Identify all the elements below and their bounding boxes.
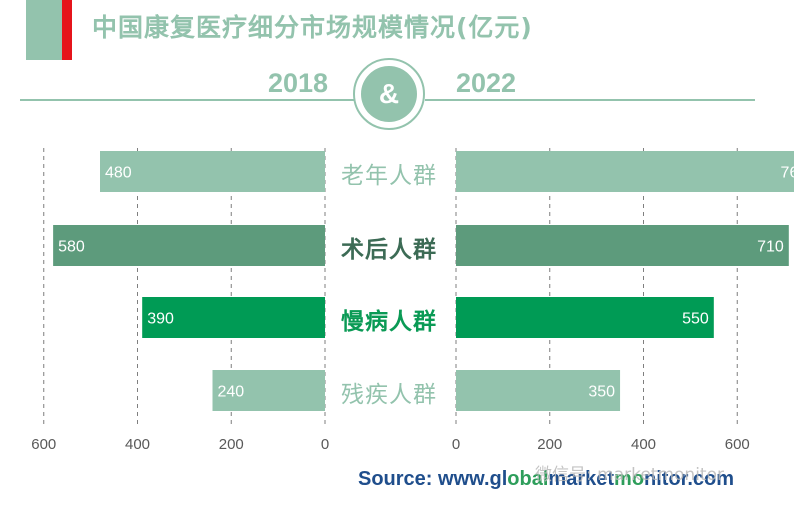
source-part-5: nitor.com	[644, 468, 735, 490]
bar-2018-2	[142, 297, 325, 338]
bar-2022-0	[456, 151, 794, 192]
data-label-2018-0: 480	[105, 165, 132, 182]
bar-2018-1	[53, 225, 325, 266]
tick-label-left-400: 400	[125, 436, 150, 453]
title-accent-bar	[62, 0, 72, 60]
tick-label-right-0: 0	[452, 436, 460, 453]
source-part-2: obal	[507, 468, 549, 490]
bar-2022-2	[456, 297, 714, 338]
category-label-3: 残疾人群	[341, 382, 437, 408]
wechat-watermark: 微信号: marketmonitor	[535, 465, 724, 485]
source-part-3: market	[548, 468, 615, 490]
tick-label-right-600: 600	[725, 436, 750, 453]
tick-label-right-400: 400	[631, 436, 656, 453]
year-left-label: 2018	[268, 68, 329, 98]
source-part-1: gl	[489, 468, 508, 490]
bar-2022-3	[456, 370, 621, 411]
bar-2018-3	[212, 370, 325, 411]
data-label-2018-1: 580	[58, 239, 85, 256]
right-rule	[425, 99, 755, 101]
bar-2018-0	[100, 151, 325, 192]
data-label-2018-3: 240	[218, 384, 245, 401]
year-right-label: 2022	[456, 68, 517, 98]
data-label-2022-3: 350	[588, 384, 615, 401]
tick-label-left-200: 200	[219, 436, 244, 453]
source-prefix: Source: www.	[358, 468, 490, 490]
title-accent-box	[26, 0, 62, 60]
tick-label-right-200: 200	[537, 436, 562, 453]
ampersand-badge: &	[361, 66, 417, 122]
category-label-1: 术后人群	[341, 236, 437, 263]
data-label-2018-2: 390	[147, 311, 174, 328]
category-label-0: 老年人群	[341, 163, 437, 189]
data-label-2022-2: 550	[682, 311, 709, 328]
source-part-4: mo	[614, 468, 645, 490]
bar-2022-1	[456, 225, 789, 266]
data-label-2022-1: 710	[757, 239, 784, 256]
source-credit: Source: www.globalmarketmonitor.com	[358, 468, 734, 491]
chart-title: 中国康复医疗细分市场规模情况(亿元)	[92, 13, 533, 42]
tick-label-left-0: 0	[321, 436, 329, 453]
tick-label-left-600: 600	[31, 436, 56, 453]
left-rule	[20, 99, 355, 101]
category-label-2: 慢病人群	[341, 308, 437, 335]
data-label-2022-0: 760	[781, 165, 794, 182]
